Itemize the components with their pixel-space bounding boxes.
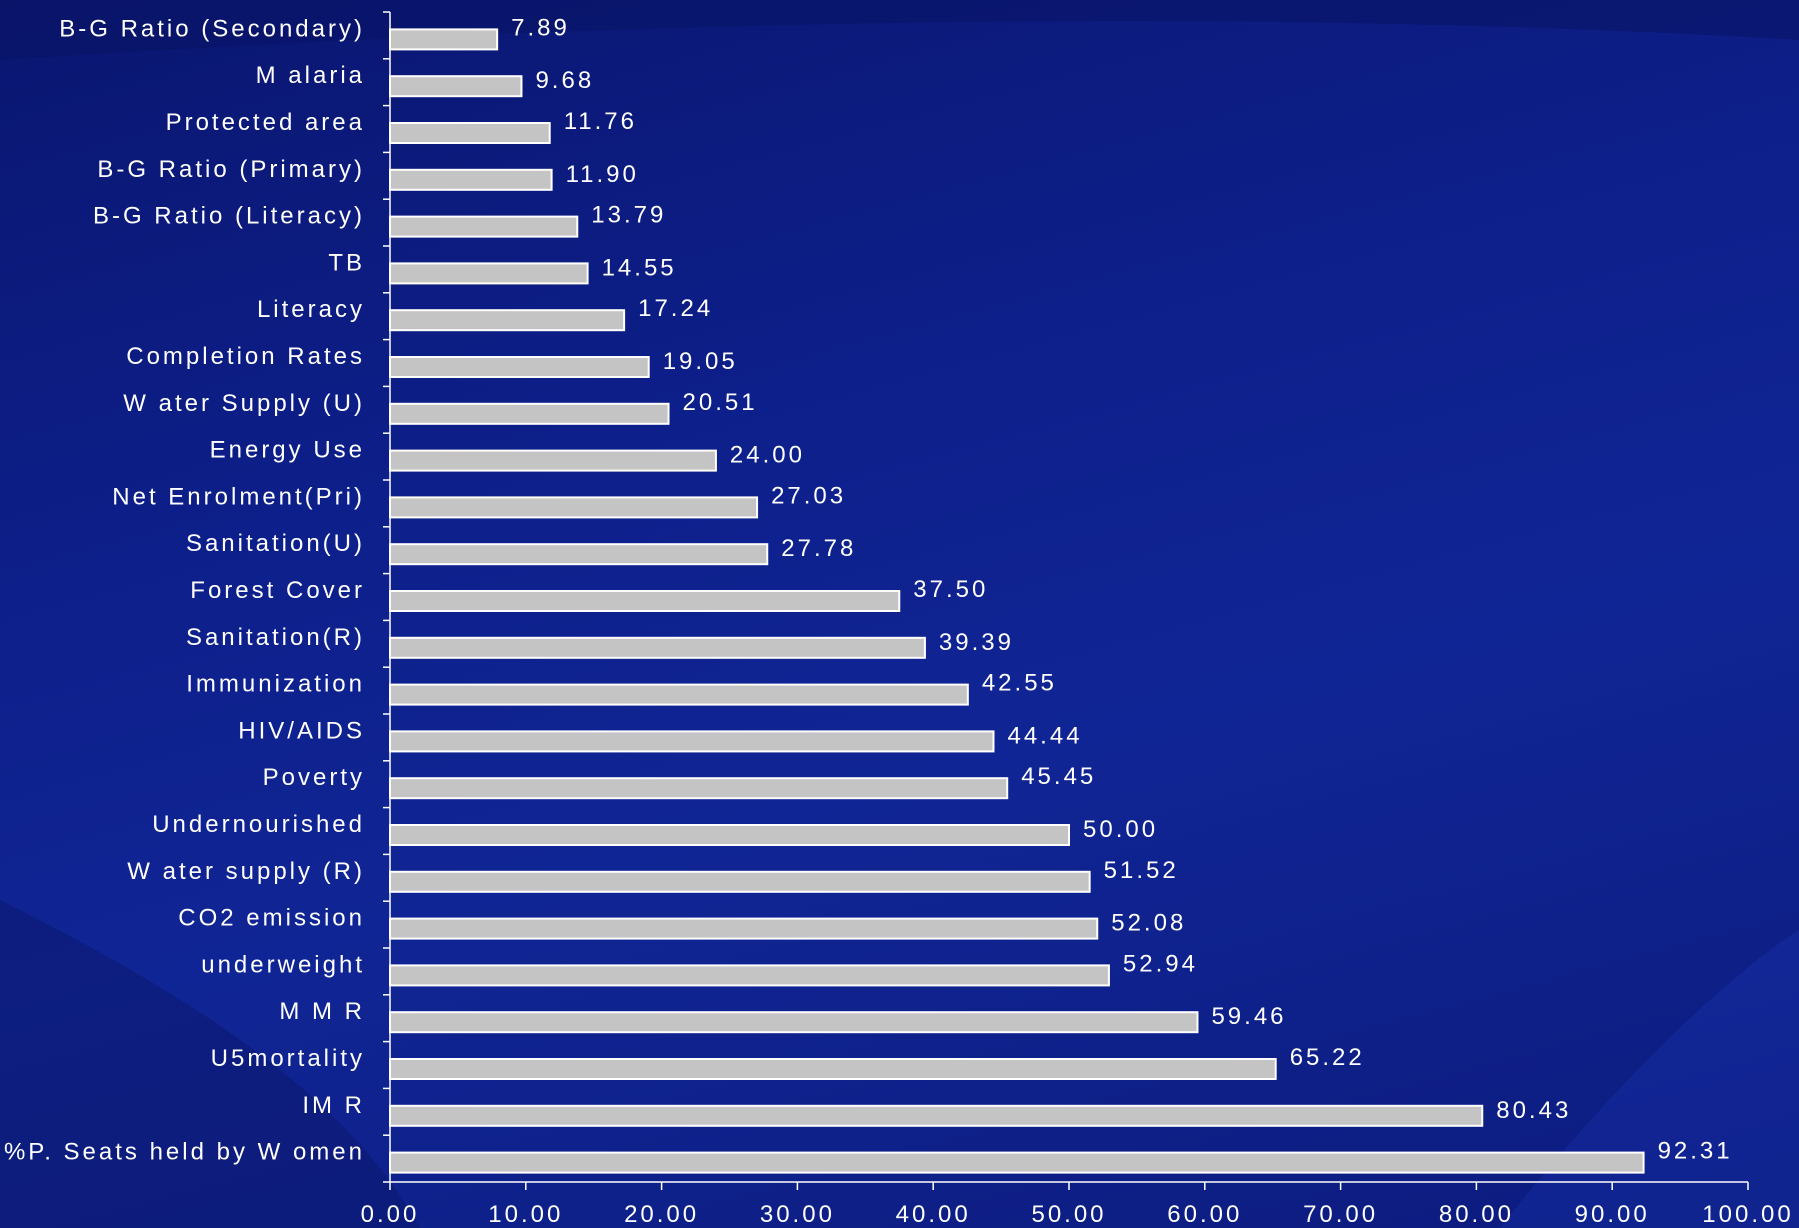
x-tick-label: 40.00 [896, 1201, 971, 1228]
category-label: W ater supply (R) [127, 858, 365, 885]
category-label: Immunization [186, 671, 365, 698]
bar [389, 590, 901, 612]
bar [389, 215, 579, 238]
x-tick-label: 90.00 [1575, 1201, 1650, 1228]
bar [389, 356, 650, 378]
bar [389, 964, 1110, 987]
category-label: Protected area [166, 109, 365, 136]
bar [389, 402, 670, 425]
category-label: IM R [302, 1092, 365, 1119]
bar [389, 730, 995, 753]
bar [389, 1151, 1645, 1174]
bar [389, 870, 1091, 893]
bar [389, 917, 1099, 940]
value-label: 42.55 [982, 670, 1057, 697]
bar [389, 1011, 1199, 1034]
value-label: 59.46 [1211, 1003, 1286, 1030]
bar [389, 1058, 1277, 1080]
x-tick-label: 50.00 [1031, 1201, 1106, 1228]
category-label: B-G Ratio (Secondary) [59, 15, 365, 42]
bar [389, 777, 1009, 800]
value-label: 7.89 [511, 14, 570, 41]
value-label: 65.22 [1290, 1044, 1365, 1071]
value-label: 37.50 [913, 576, 988, 603]
bar [389, 28, 499, 51]
category-label: Sanitation(R) [186, 624, 365, 651]
x-tick-label: 20.00 [624, 1201, 699, 1228]
category-label: underweight [201, 951, 365, 978]
category-label: Sanitation(U) [186, 530, 365, 557]
x-tick-label: 70.00 [1303, 1201, 1378, 1228]
value-label: 13.79 [591, 202, 666, 229]
category-label: W ater Supply (U) [123, 390, 365, 417]
bar [389, 168, 553, 191]
category-label: Literacy [257, 296, 365, 323]
x-tick-label: 0.00 [361, 1201, 420, 1228]
category-label: M alaria [256, 62, 365, 89]
value-label: 45.45 [1021, 763, 1096, 790]
category-label: TB [328, 249, 365, 276]
category-label: B-G Ratio (Primary) [97, 156, 365, 183]
label-layer: 0.00 10.00 20.00 30.00 40.00 50.00 60.00 70.00 8… [4, 14, 1793, 1228]
x-tick-label: 10.00 [488, 1201, 563, 1228]
value-label: 20.51 [683, 389, 758, 416]
category-label: Undernourished [152, 811, 365, 838]
bar [389, 1104, 1484, 1127]
category-label: B-G Ratio (Literacy) [93, 203, 365, 230]
category-label: CO2 emission [178, 905, 365, 932]
value-label: 24.00 [730, 442, 805, 469]
bar [389, 309, 626, 332]
category-label: Net Enrolment(Pri) [112, 483, 365, 510]
value-label: 51.52 [1104, 857, 1179, 884]
bar [389, 683, 969, 706]
value-label: 14.55 [602, 254, 677, 281]
category-label: Forest Cover [190, 577, 365, 604]
value-label: 19.05 [663, 348, 738, 375]
value-label: 52.08 [1111, 910, 1186, 937]
value-label: 52.94 [1123, 950, 1198, 977]
bar [389, 262, 589, 285]
value-label: 17.24 [638, 295, 713, 322]
category-label: Poverty [263, 764, 365, 791]
value-label: 39.39 [939, 629, 1014, 656]
bar [389, 122, 551, 144]
value-label: 50.00 [1083, 816, 1158, 843]
bar [389, 543, 769, 566]
x-tick-label: 30.00 [760, 1201, 835, 1228]
category-label: Completion Rates [126, 343, 365, 370]
bar-layer [389, 28, 1645, 1174]
category-label: U5mortality [211, 1045, 365, 1072]
bar [389, 449, 717, 472]
x-tick-label: 100.00 [1702, 1201, 1793, 1228]
value-label: 11.90 [566, 161, 639, 188]
category-label: Energy Use [210, 437, 365, 464]
category-label: HIV/AIDS [238, 717, 365, 744]
bar [389, 824, 1070, 846]
value-label: 44.44 [1007, 722, 1082, 749]
value-label: 92.31 [1658, 1138, 1733, 1165]
bar [389, 75, 523, 98]
value-label: 80.43 [1496, 1097, 1571, 1124]
x-tick-label: 60.00 [1167, 1201, 1242, 1228]
value-label: 27.03 [771, 482, 846, 509]
x-tick-label: 80.00 [1439, 1201, 1514, 1228]
category-label: %P. Seats held by W omen [4, 1139, 365, 1166]
category-label: M M R [279, 998, 365, 1025]
value-label: 27.78 [781, 535, 856, 562]
bar [389, 496, 759, 519]
value-label: 11.76 [564, 108, 637, 135]
value-label: 9.68 [535, 67, 594, 94]
bar [389, 636, 926, 659]
